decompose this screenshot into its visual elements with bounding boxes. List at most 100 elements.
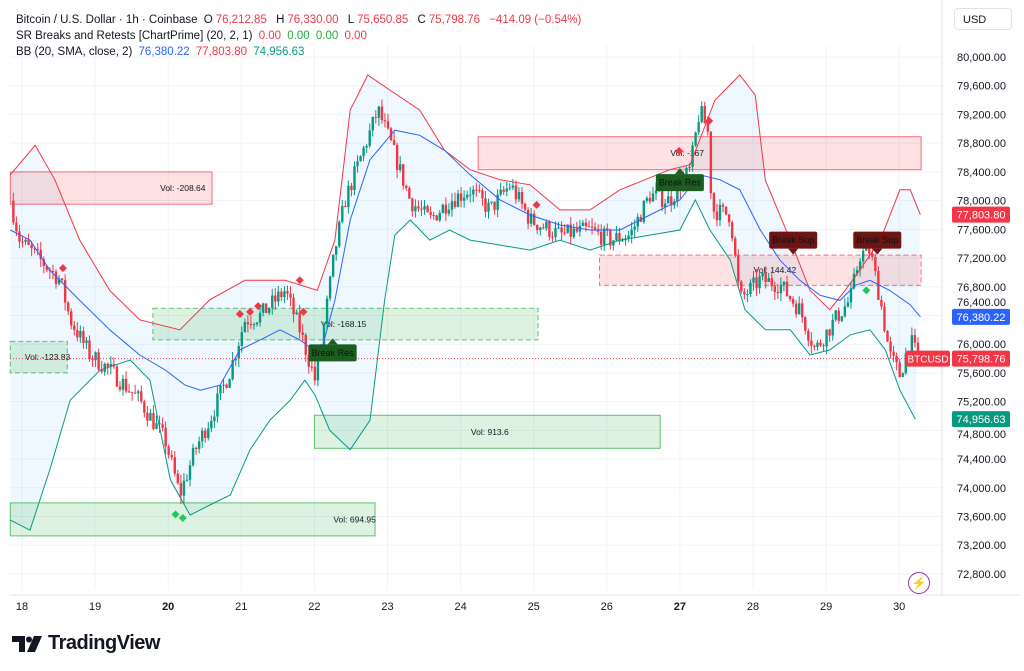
candle-body [633, 226, 636, 230]
candle-body [502, 189, 505, 192]
candle-body [88, 340, 91, 359]
price-axis-label-text: 75,798.76 [957, 354, 1006, 366]
candle-body [883, 306, 886, 331]
candle-body [779, 284, 783, 294]
resistance-retest-marker [532, 200, 541, 209]
support-zone [9, 340, 68, 374]
candle-body [676, 183, 679, 202]
candle-body [846, 302, 850, 307]
candle-body [39, 249, 42, 260]
candle-body [127, 391, 131, 393]
y-tick-label: 77,200.00 [957, 253, 1006, 265]
indicator-sr-legend[interactable]: SR Breaks and Retests [ChartPrime] (20, … [16, 28, 584, 44]
candle-body [267, 308, 271, 314]
candle-body [124, 378, 128, 392]
candle-body [703, 106, 706, 124]
candle-body [505, 188, 508, 192]
candle-body [82, 331, 85, 343]
change-value: −414.09 (−0.54%) [489, 14, 582, 26]
candle-body [322, 323, 326, 348]
currency-selector[interactable]: USD [954, 8, 1012, 30]
candle-body [852, 273, 856, 289]
candle-body [618, 233, 621, 242]
tradingview-logo[interactable]: TradingView [12, 632, 160, 655]
candle-body [63, 280, 67, 303]
break-sup-label [853, 231, 902, 249]
candle-body [797, 303, 801, 315]
candle-body [140, 391, 143, 402]
indicator-sr-value: 0.00 [315, 30, 339, 42]
indicator-sr-value: 0.00 [344, 30, 367, 42]
candle-body [307, 354, 310, 367]
tv-logo-icon [12, 635, 42, 652]
candle-body [496, 194, 499, 210]
candle-body [828, 329, 831, 336]
candle-body [667, 196, 670, 204]
candle-body [167, 446, 170, 456]
candle-body [718, 204, 722, 221]
candle-body [572, 228, 575, 237]
candle-body [380, 106, 384, 121]
candle-body [395, 144, 399, 171]
candle-body [764, 272, 767, 283]
candle-body [743, 291, 746, 295]
candle-body [685, 167, 688, 178]
resistance-retest-marker [299, 307, 308, 316]
candle-body [36, 248, 39, 250]
candle-body [493, 201, 496, 210]
candle-body [27, 239, 30, 245]
candle-body [712, 193, 716, 212]
ticker-label [906, 350, 950, 367]
break-label-text: Break Res [659, 178, 702, 188]
close-value: 75,798.76 [428, 14, 481, 26]
y-tick-label: 80,000.00 [957, 52, 1006, 64]
candle-body [313, 366, 317, 381]
candle-body [889, 341, 892, 352]
candle-body [593, 227, 597, 230]
candle-body [173, 457, 176, 474]
candle-body [118, 386, 122, 390]
y-tick-label: 77,600.00 [957, 224, 1006, 236]
symbol-title: Bitcoin / U.S. Dollar · 1h · Coinbase [16, 14, 198, 26]
candle-body [155, 423, 158, 430]
lightning-icon[interactable]: ⚡ [908, 572, 930, 594]
candle-body [414, 206, 417, 212]
candle-body [840, 316, 844, 321]
candle-body [225, 384, 228, 388]
zone-volume-label: Vol: -123.83 [25, 352, 71, 362]
ticker-label-text: BTCUSD [907, 355, 948, 366]
candle-body [444, 204, 448, 214]
bb-basis-value: 76,380.22 [138, 46, 190, 58]
candle-body [325, 298, 329, 324]
bb-upper-value: 77,803.80 [195, 46, 248, 58]
candle-body [66, 302, 70, 312]
candle-body [417, 206, 420, 209]
candle-body [426, 206, 429, 213]
break-label-pointer [327, 338, 338, 345]
candle-body [371, 116, 374, 131]
zone-volume-label: Vol: 913.6 [471, 427, 509, 437]
indicator-bb-legend[interactable]: BB (20, SMA, close, 2) 76,380.22 77,803.… [16, 44, 584, 60]
candle-body [274, 295, 277, 302]
candle-body [526, 209, 530, 224]
candle-body [249, 324, 253, 326]
bb-basis-line [10, 129, 921, 391]
candle-body [194, 447, 198, 449]
candle-body [688, 166, 691, 168]
break-label-text: Break Res [312, 348, 355, 358]
price-axis-label [952, 206, 1010, 223]
candle-body [441, 204, 445, 214]
candle-body [737, 255, 740, 282]
candle-body [331, 254, 335, 277]
candle-body [146, 412, 149, 421]
y-tick-label: 73,200.00 [957, 540, 1006, 552]
y-tick-label: 75,200.00 [957, 397, 1006, 409]
indicator-sr-title: SR Breaks and Retests [ChartPrime] (20, … [16, 30, 253, 42]
candle-body [874, 256, 877, 272]
candle-body [60, 278, 64, 281]
candle-body [149, 413, 152, 421]
candle-body [447, 209, 451, 214]
x-tick-label: 25 [528, 601, 540, 613]
